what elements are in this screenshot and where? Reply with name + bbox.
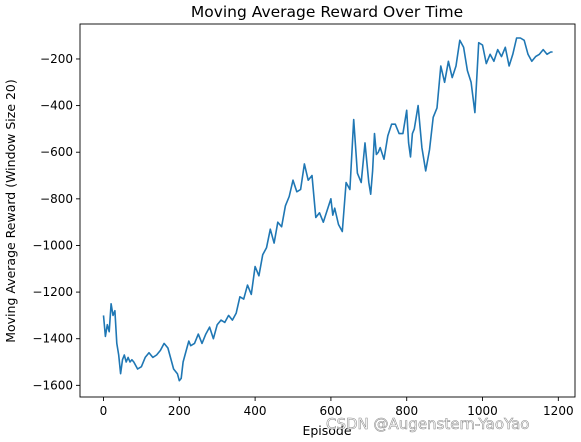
watermark: CSDN @Augenstern-YaoYao bbox=[326, 415, 529, 433]
y-tick-label: −800 bbox=[40, 192, 73, 206]
axes-frame bbox=[79, 23, 576, 398]
y-tick-label: −1200 bbox=[32, 285, 73, 299]
x-tick-label: 200 bbox=[168, 404, 191, 418]
x-tick-label: 1200 bbox=[543, 404, 574, 418]
y-tick-label: −200 bbox=[40, 52, 73, 66]
x-tick-label: 0 bbox=[100, 404, 108, 418]
y-axis: −1600 −1400 −1200 −1000 −800 −600 −400 −200 bbox=[32, 52, 80, 392]
x-axis: 0 200 400 600 800 1000 1200 bbox=[100, 397, 574, 418]
x-tick-label: 600 bbox=[319, 404, 342, 418]
series-line bbox=[102, 37, 553, 382]
y-axis-label: Moving Average Reward (Window Size 20) bbox=[3, 79, 18, 343]
x-tick-label: 400 bbox=[244, 404, 267, 418]
y-tick-label: −600 bbox=[40, 145, 73, 159]
x-tick-label: 1000 bbox=[467, 404, 498, 418]
y-tick-label: −400 bbox=[40, 99, 73, 113]
x-tick-label: 800 bbox=[395, 404, 418, 418]
y-tick-label: −1400 bbox=[32, 332, 73, 346]
y-tick-label: −1600 bbox=[32, 378, 73, 392]
plot-area bbox=[79, 23, 576, 398]
chart-title: Moving Average Reward Over Time bbox=[191, 3, 463, 21]
y-tick-label: −1000 bbox=[32, 238, 73, 252]
x-axis-label: Episode bbox=[302, 423, 351, 438]
